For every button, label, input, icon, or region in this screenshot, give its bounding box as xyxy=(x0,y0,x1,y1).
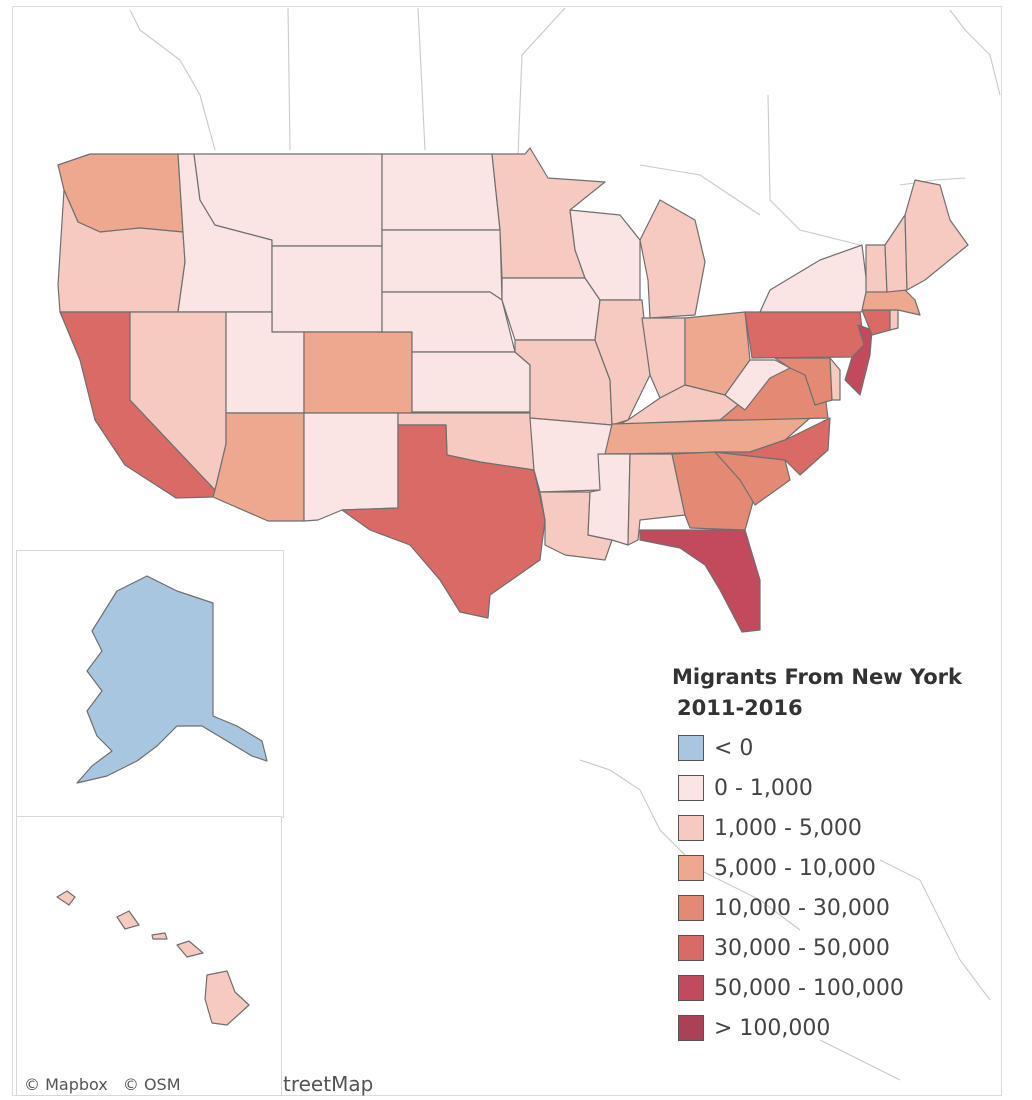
legend-label: < 0 xyxy=(714,735,754,761)
legend-label: 1,000 - 5,000 xyxy=(714,815,862,841)
state-arizona[interactable]: Arizona xyxy=(212,412,305,522)
state-iowa[interactable]: Iowa xyxy=(501,277,601,341)
legend-label: 10,000 - 30,000 xyxy=(714,895,890,921)
background-boundaries xyxy=(129,7,1001,1081)
legend-item[interactable]: < 0 xyxy=(678,728,1002,768)
state-rhode-island[interactable]: Rhode Island xyxy=(889,309,899,331)
legend-title-line1: Migrants From New York xyxy=(672,665,962,689)
inset-alaska: Alaska xyxy=(16,550,284,818)
state-new-hampshire[interactable]: New Hampshire xyxy=(884,214,908,293)
legend-items: < 0 0 - 1,000 1,000 - 5,000 5,000 - 10,0… xyxy=(678,728,1002,1048)
state-kansas[interactable]: Kansas xyxy=(411,351,531,413)
state-arkansas[interactable]: Arkansas xyxy=(529,417,613,493)
legend-swatch xyxy=(678,895,704,921)
hawaii-map: Hawaii xyxy=(56,890,250,1026)
legend-title-line2: 2011-2016 xyxy=(677,696,803,720)
state-alaska[interactable]: Alaska xyxy=(76,575,268,784)
legend-label: 5,000 - 10,000 xyxy=(714,855,876,881)
legend-item[interactable]: 1,000 - 5,000 xyxy=(678,808,1002,848)
legend-swatch xyxy=(678,775,704,801)
legend-item[interactable]: 50,000 - 100,000 xyxy=(678,968,1002,1008)
legend-swatch xyxy=(678,975,704,1001)
map-attribution: © Mapbox © OSM xyxy=(24,1075,191,1094)
state-texas[interactable]: Texas xyxy=(341,424,546,619)
legend-item[interactable]: > 100,000 xyxy=(678,1008,1002,1048)
mapbox-attribution-link[interactable]: © Mapbox xyxy=(24,1075,108,1094)
legend-label: 50,000 - 100,000 xyxy=(714,975,904,1001)
state-north-carolina[interactable]: North Carolina xyxy=(714,417,831,476)
legend-item[interactable]: 5,000 - 10,000 xyxy=(678,848,1002,888)
legend-swatch xyxy=(678,855,704,881)
state-illinois[interactable]: Illinois xyxy=(594,299,651,426)
inset-hawaii: Hawaii xyxy=(16,816,282,1096)
legend-item[interactable]: 30,000 - 50,000 xyxy=(678,928,1002,968)
state-pennsylvania[interactable]: Pennsylvania xyxy=(744,311,865,359)
state-colorado[interactable]: Colorado xyxy=(303,331,413,414)
state-maine[interactable]: Maine xyxy=(904,179,969,291)
state-delaware[interactable]: Delaware xyxy=(829,357,841,401)
legend: Migrants From New York 2011-2016 < 0 0 -… xyxy=(672,662,1002,1048)
state-wyoming[interactable]: Wyoming xyxy=(271,245,383,333)
legend-title: Migrants From New York 2011-2016 xyxy=(672,662,1002,724)
legend-label: 30,000 - 50,000 xyxy=(714,935,890,961)
legend-label: > 100,000 xyxy=(714,1015,831,1041)
state-vermont[interactable]: Vermont xyxy=(865,244,888,293)
state-missouri[interactable]: Missouri xyxy=(514,339,613,426)
legend-swatch xyxy=(678,815,704,841)
legend-swatch xyxy=(678,735,704,761)
state-michigan[interactable]: Michigan xyxy=(639,199,706,319)
state-new-york[interactable]: New York xyxy=(759,244,871,313)
state-north-dakota[interactable]: North Dakota xyxy=(381,153,501,231)
legend-item[interactable]: 0 - 1,000 xyxy=(678,768,1002,808)
legend-label: 0 - 1,000 xyxy=(714,775,813,801)
legend-item[interactable]: 10,000 - 30,000 xyxy=(678,888,1002,928)
openstreetmap-attribution-text: treetMap xyxy=(283,1072,374,1096)
legend-swatch xyxy=(678,1015,704,1041)
state-new-mexico[interactable]: New Mexico xyxy=(303,412,399,522)
osm-attribution-link[interactable]: © OSM xyxy=(122,1075,181,1094)
state-florida[interactable]: Florida xyxy=(639,529,761,633)
state-south-dakota[interactable]: South Dakota xyxy=(381,229,503,301)
legend-swatch xyxy=(678,935,704,961)
state-hawaii[interactable]: Hawaii xyxy=(56,890,250,1026)
state-indiana[interactable]: Indiana xyxy=(641,317,686,399)
alaska-map: Alaska xyxy=(76,575,268,784)
